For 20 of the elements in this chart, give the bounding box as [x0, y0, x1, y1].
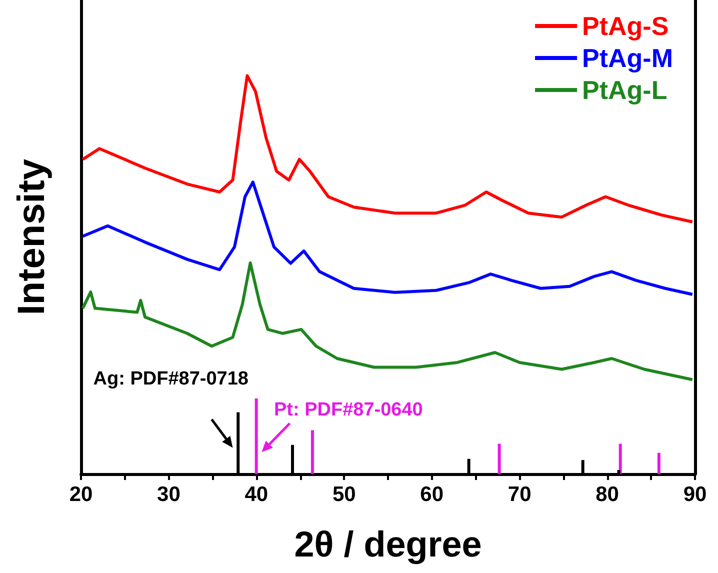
- bar: [310, 430, 314, 474]
- series-label: Ag: PDF#87-0718: [93, 368, 249, 390]
- x-tick-label: 90: [683, 483, 707, 506]
- x-tick-label: 60: [420, 483, 444, 506]
- bar: [618, 444, 622, 474]
- x-tick-label: 50: [332, 483, 356, 506]
- legend-label: PtAg-S: [582, 11, 669, 41]
- series-label: Pt: PDF#87-0640: [274, 399, 423, 420]
- x-axis-title: 2θ / degree: [294, 524, 482, 564]
- x-tick-label: 80: [596, 483, 619, 506]
- bar: [498, 444, 501, 474]
- y-axis-title: Intensity: [11, 158, 53, 316]
- bar: [657, 452, 660, 474]
- x-tick-label: 40: [244, 483, 268, 506]
- x-tick-label: 70: [508, 483, 532, 506]
- bar: [254, 398, 258, 474]
- x-tick-label: 20: [69, 483, 93, 506]
- legend-label: PtAg-M: [582, 43, 674, 73]
- legend-label: PtAg-L: [582, 75, 668, 105]
- x-tick-label: 30: [157, 483, 180, 506]
